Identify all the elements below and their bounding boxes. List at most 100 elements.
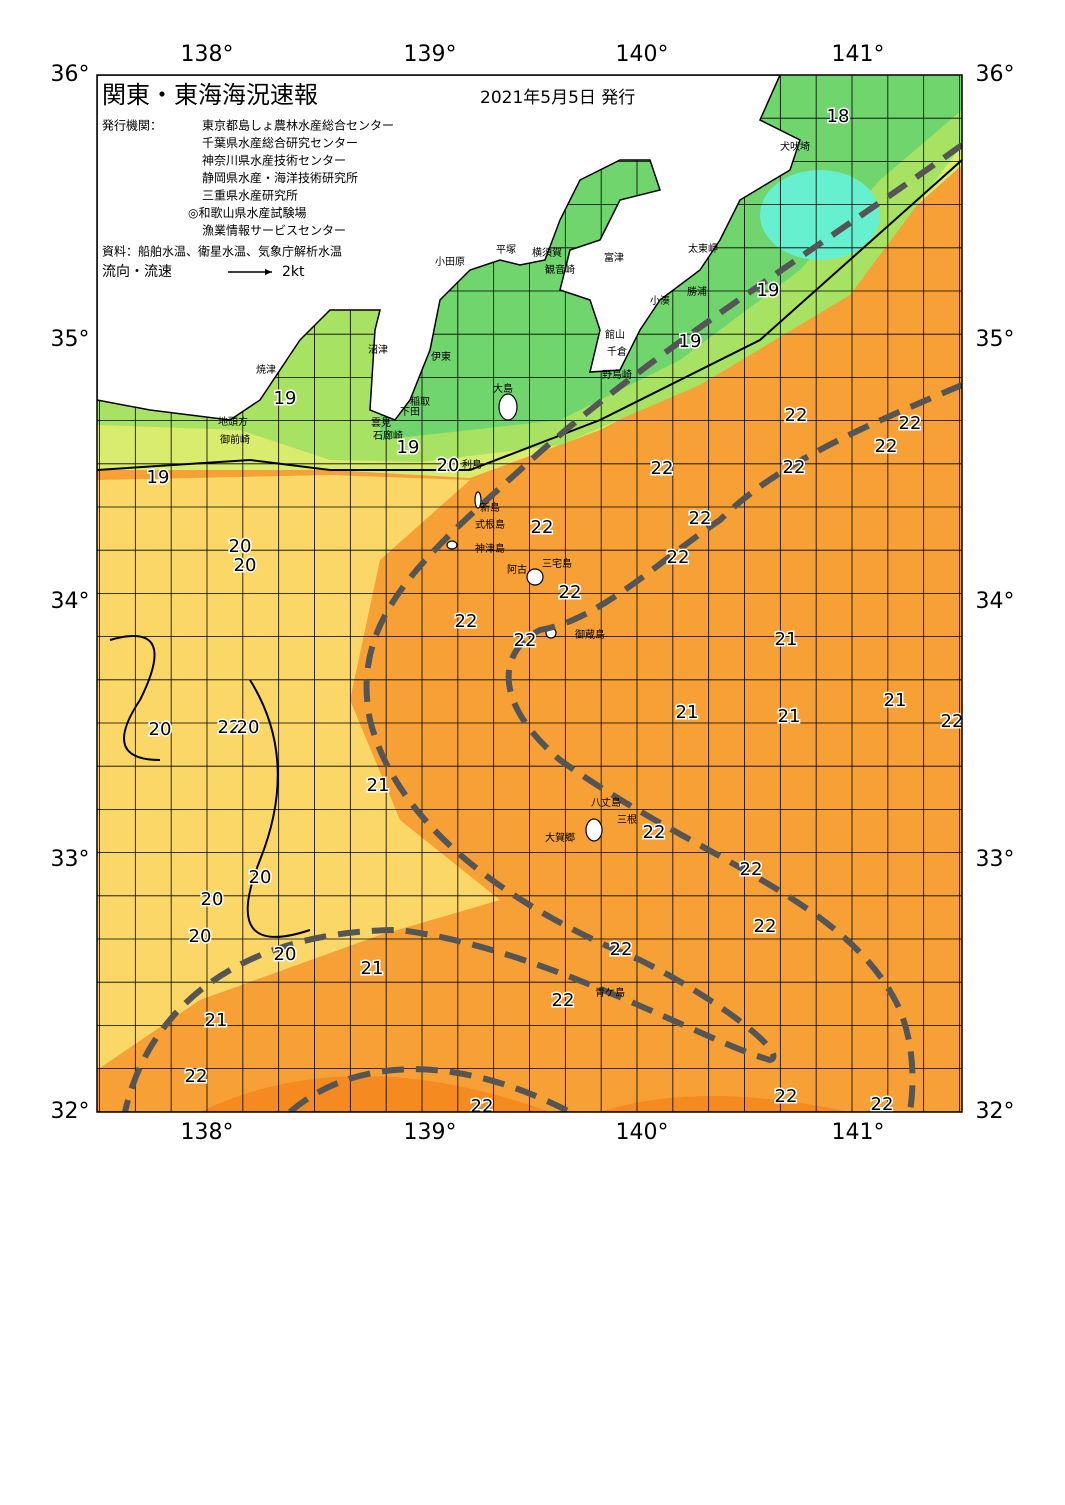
publisher: 千葉県水産総合研究センター xyxy=(202,135,358,150)
temperature-label: 21 xyxy=(205,1010,228,1031)
sea-cool xyxy=(97,475,500,1070)
publisher-list: 東京都島しょ農林水産総合センター千葉県水産総合研究センター神奈川県水産技術センタ… xyxy=(188,118,394,238)
place-name: 青ケ島 xyxy=(595,986,625,999)
current-axis xyxy=(505,382,962,1112)
place-name: 小田原 xyxy=(435,256,465,268)
place-name: 八丈島 xyxy=(591,796,621,809)
lat-label: 34° xyxy=(976,589,1015,614)
temperature-label: 22 xyxy=(185,1066,208,1087)
header: 関東・東海海況速報 2021年5月5日 発行 発行機関： 東京都島しょ農林水産総… xyxy=(102,81,635,280)
current-axis xyxy=(122,142,962,1112)
temperature-label: 22 xyxy=(899,413,922,434)
island xyxy=(498,393,518,421)
place-name: 勝浦 xyxy=(687,285,707,298)
axis-labels: 138° 138° 139° 139° 140° 140° 141° 141° 36° 36° 35… xyxy=(51,42,1015,1145)
place-name: 式根島 xyxy=(475,518,505,531)
lon-label: 140° xyxy=(616,1120,669,1145)
publisher-label: 発行機関： xyxy=(102,118,162,133)
temperature-label: 19 xyxy=(397,437,420,458)
temperature-label: 22 xyxy=(941,711,964,732)
temperature-label: 21 xyxy=(778,706,801,727)
legend-arrowhead xyxy=(265,269,272,275)
place-name: 犬吠埼 xyxy=(780,140,810,153)
temperature-label: 22 xyxy=(514,630,537,651)
lat-label: 36° xyxy=(51,62,90,87)
place-name: 観音崎 xyxy=(545,263,575,276)
legend-speed: 2kt xyxy=(282,264,305,280)
temperature-label: 19 xyxy=(274,388,297,409)
publisher: 三重県水産研究所 xyxy=(202,188,298,203)
place-name: 御蔵島 xyxy=(575,628,605,641)
sea-warmest xyxy=(200,1076,850,1112)
map-frame xyxy=(96,74,963,1113)
place-name: 下田 xyxy=(400,407,420,418)
temperature-label: 21 xyxy=(884,690,907,711)
place-name: 焼津 xyxy=(256,364,276,376)
temperature-label: 22 xyxy=(740,859,763,880)
temperature-label: 22 xyxy=(455,611,478,632)
lon-label: 138° xyxy=(181,1120,234,1145)
temperature-label: 20 xyxy=(274,944,297,965)
lat-label: 32° xyxy=(976,1099,1015,1124)
place-name: 富津 xyxy=(604,251,624,264)
temperature-label: 22 xyxy=(559,582,582,603)
temperature-label: 20 xyxy=(437,455,460,476)
publisher: 静岡県水産・海洋技術研究所 xyxy=(202,170,358,185)
publisher: ◎和歌山県水産試験場 xyxy=(188,205,306,220)
sea-cold-patch xyxy=(760,170,880,260)
temperature-label: 20 xyxy=(229,536,252,557)
temperature-label: 19 xyxy=(679,331,702,352)
lat-label: 33° xyxy=(976,847,1015,872)
lat-label: 35° xyxy=(976,327,1015,352)
place-name: 御前崎 xyxy=(220,433,250,446)
temperature-label: 22 xyxy=(610,939,633,960)
temperature-label: 22 xyxy=(875,436,898,457)
island xyxy=(474,491,482,509)
temperature-label: 21 xyxy=(775,629,798,650)
place-name: 平塚 xyxy=(496,244,516,256)
lat-label: 32° xyxy=(51,1099,90,1124)
temperature-label: 22 xyxy=(785,405,808,426)
lat-label: 35° xyxy=(51,327,90,352)
temperature-label: 22 xyxy=(218,717,241,738)
isotherm xyxy=(97,159,962,471)
title: 関東・東海海況速報 xyxy=(102,81,318,109)
temperature-label: 20 xyxy=(237,717,260,738)
place-name: 稲取 xyxy=(410,396,430,408)
place-name: 太東岬 xyxy=(688,242,718,255)
lon-label: 139° xyxy=(404,1120,457,1145)
temperature-label: 22 xyxy=(651,458,674,479)
temperature-label: 22 xyxy=(471,1096,494,1117)
island xyxy=(526,568,544,586)
isotherm xyxy=(109,635,311,938)
place-name: 三宅島 xyxy=(542,557,572,570)
lon-label: 138° xyxy=(181,42,234,67)
land xyxy=(97,75,801,421)
lon-label: 141° xyxy=(832,1120,885,1145)
temperature-label: 22 xyxy=(552,990,575,1011)
island xyxy=(585,818,603,842)
place-name: 利島 xyxy=(462,458,482,471)
temperature-label: 20 xyxy=(249,867,272,888)
temperature-label: 22 xyxy=(689,508,712,529)
publisher: 東京都島しょ農林水産総合センター xyxy=(202,118,394,133)
place-name: 大島 xyxy=(493,382,513,395)
temperature-label: 21 xyxy=(361,958,384,979)
current-axis xyxy=(288,1066,572,1112)
place-name: 阿古 xyxy=(507,563,527,576)
issue-date: 2021年5月5日 発行 xyxy=(480,88,635,108)
place-name: 新島 xyxy=(480,501,500,514)
place-name: 伊東 xyxy=(431,350,451,363)
place-name: 石廊崎 xyxy=(373,429,403,442)
place-name: 千倉 xyxy=(607,345,627,358)
place-name: 横須賀 xyxy=(532,246,562,259)
place-name: 大賀郷 xyxy=(545,831,575,844)
publisher: 漁業情報サービスセンター xyxy=(202,224,346,238)
temperature-label: 18 xyxy=(827,106,850,127)
lon-label: 141° xyxy=(832,42,885,67)
temperature-label: 22 xyxy=(531,517,554,538)
